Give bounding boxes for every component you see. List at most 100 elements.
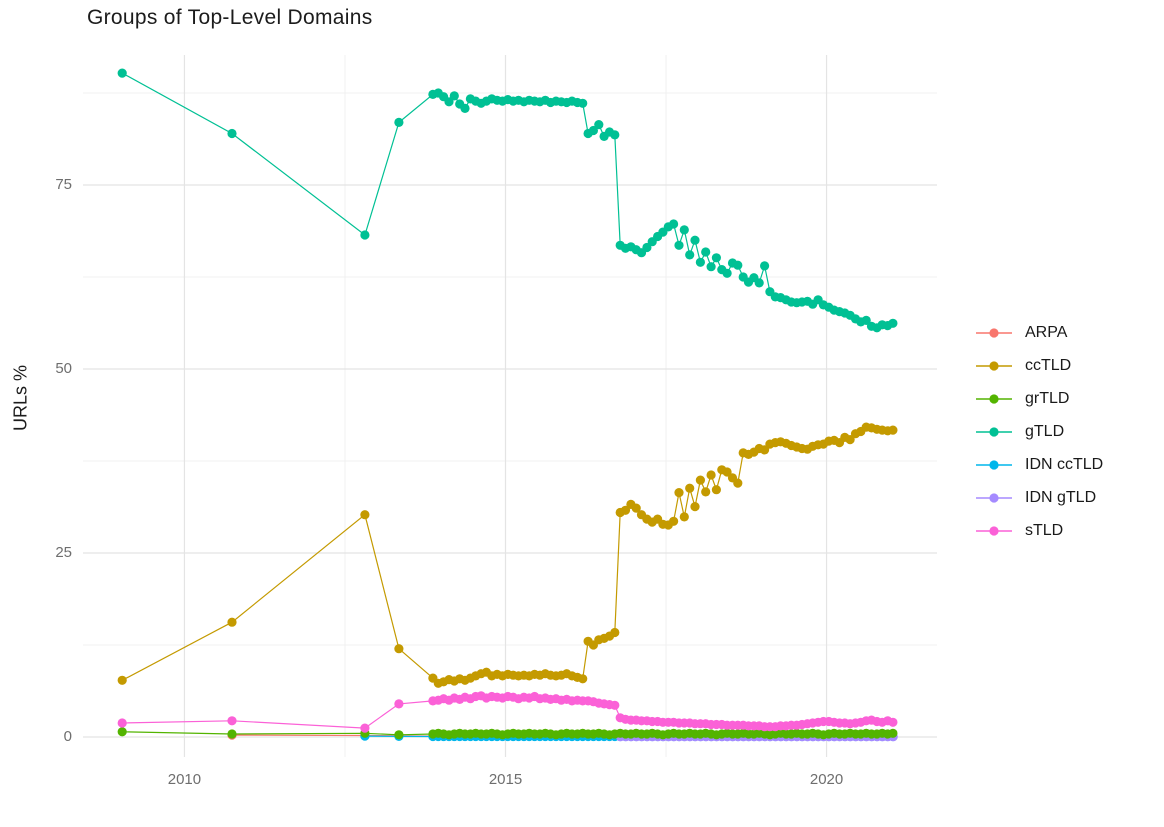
data-point (227, 729, 237, 739)
y-tick-label: 50 (55, 359, 72, 377)
data-point (690, 235, 700, 245)
data-point (578, 98, 588, 108)
data-point (690, 502, 700, 512)
legend: ARPA ccTLD grTLD gTLD IDN ccTLD IDN gTLD sTLD (976, 316, 1103, 547)
data-point (722, 467, 732, 477)
legend-item-cctld: ccTLD (976, 349, 1103, 382)
data-point (669, 219, 679, 229)
data-point (754, 278, 764, 288)
data-point (674, 240, 684, 250)
legend-key-point (989, 525, 999, 536)
data-point (711, 253, 722, 263)
data-point (227, 716, 237, 726)
data-point (706, 262, 716, 272)
data-point (578, 674, 588, 684)
legend-item-arpa: ARPA (976, 316, 1103, 349)
data-point (610, 627, 620, 638)
legend-label: gTLD (1025, 422, 1065, 440)
y-tick-label: 25 (55, 543, 72, 561)
legend-key-icon (976, 492, 1012, 503)
data-point (733, 478, 743, 488)
data-point (631, 503, 641, 513)
data-point (685, 483, 695, 493)
legend-key-icon (976, 393, 1012, 404)
legend-label: ARPA (1025, 323, 1068, 341)
legend-label: sTLD (1025, 521, 1064, 539)
data-point (701, 247, 711, 257)
series-gtld (117, 68, 898, 333)
series-grtld (117, 727, 898, 740)
data-point (460, 103, 470, 113)
data-point (888, 717, 898, 727)
data-point (360, 510, 370, 520)
legend-key-point (989, 426, 999, 437)
data-point (117, 675, 127, 685)
data-point (117, 68, 127, 78)
data-point (394, 730, 404, 740)
legend-key-point (989, 360, 999, 371)
legend-item-idn-cctld: IDN ccTLD (976, 448, 1103, 481)
data-point (733, 260, 743, 270)
data-point (360, 230, 370, 240)
legend-item-idn-gtld: IDN gTLD (976, 481, 1103, 514)
y-tick-label: 0 (63, 727, 72, 745)
series-stld (117, 691, 898, 733)
legend-key-point (989, 459, 999, 470)
legend-key-point (989, 327, 999, 338)
legend-key-icon (976, 525, 1012, 536)
data-point (642, 242, 652, 253)
data-point (669, 516, 679, 526)
data-point (117, 727, 127, 737)
legend-item-stld: sTLD (976, 514, 1103, 547)
y-tick-label: 75 (55, 175, 72, 193)
data-point (444, 97, 454, 107)
data-point (695, 475, 706, 485)
data-point (845, 435, 855, 445)
data-point (360, 723, 370, 733)
chart-title: Groups of Top-Level Domains (87, 6, 373, 29)
data-point (227, 128, 237, 139)
data-point (888, 728, 898, 738)
data-point (695, 257, 706, 267)
data-point (588, 125, 599, 136)
data-point (674, 488, 684, 498)
x-tick-label: 2010 (167, 771, 202, 788)
data-point (449, 91, 459, 101)
legend-key-point (989, 393, 999, 404)
data-point (711, 485, 722, 495)
data-point (888, 318, 898, 328)
legend-key-icon (976, 360, 1012, 371)
data-point (706, 470, 716, 480)
data-point (701, 487, 711, 497)
x-tick-label: 2015 (488, 771, 523, 788)
x-tick-label: 2020 (809, 771, 844, 788)
legend-key-icon (976, 459, 1012, 470)
data-point (394, 117, 404, 127)
data-point (679, 225, 689, 235)
legend-key-icon (976, 426, 1012, 437)
data-point (394, 699, 404, 709)
data-point (394, 644, 404, 654)
data-point (685, 250, 695, 260)
series-cctld (117, 422, 898, 688)
data-point (117, 718, 127, 728)
legend-label: IDN gTLD (1025, 488, 1097, 506)
data-point (760, 445, 770, 455)
data-point (861, 315, 871, 325)
series-line (121, 72, 894, 329)
legend-item-gtld: gTLD (976, 415, 1103, 448)
data-point (594, 120, 604, 130)
data-point (760, 261, 770, 271)
legend-key-point (989, 492, 999, 503)
legend-key-icon (976, 327, 1012, 338)
data-point (722, 268, 732, 278)
data-point (888, 425, 898, 435)
data-point (227, 617, 237, 627)
data-point (679, 512, 689, 522)
data-point (620, 505, 631, 515)
legend-item-grtld: grTLD (976, 382, 1103, 415)
legend-label: IDN ccTLD (1025, 455, 1104, 473)
data-point (610, 700, 620, 710)
